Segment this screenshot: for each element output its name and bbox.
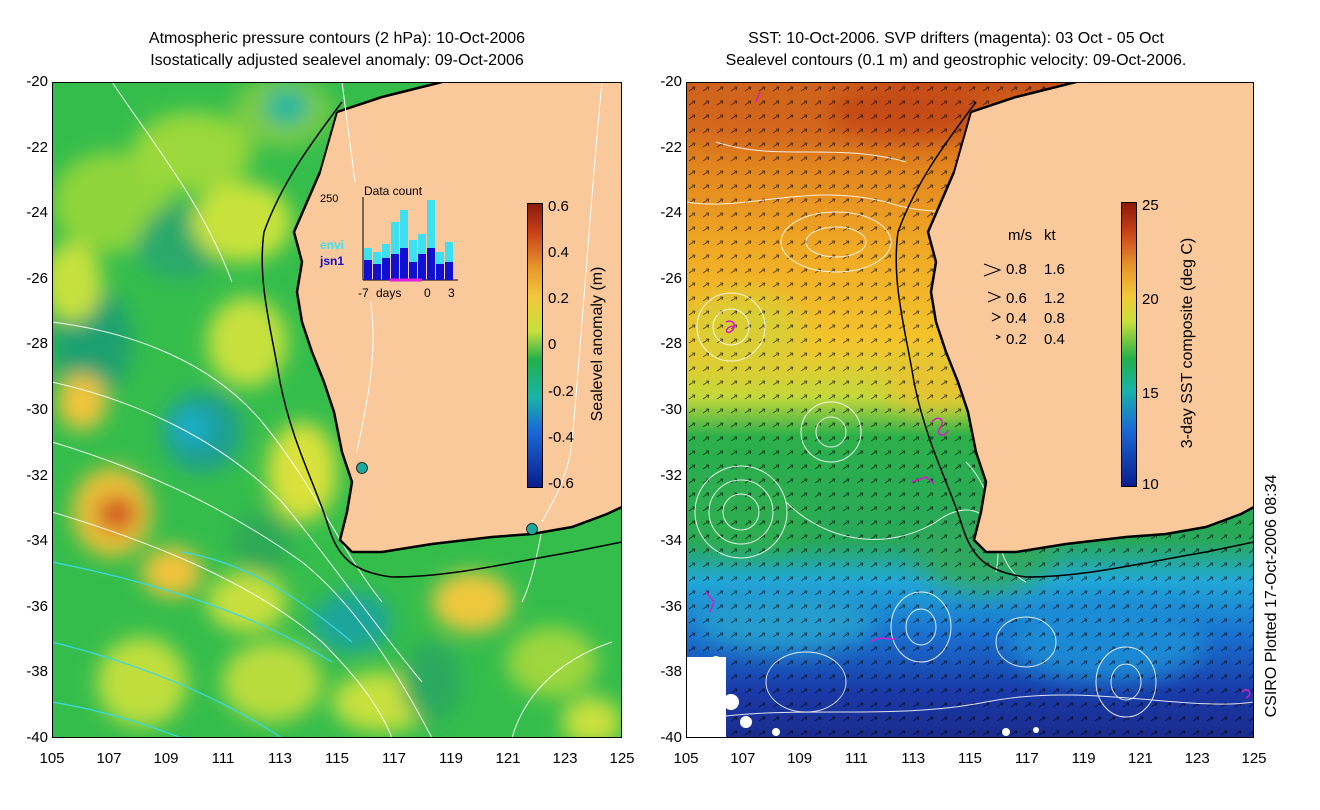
lon-tick-label: 125 [609,750,635,767]
lat-tick-label: -40 [660,729,682,746]
sealevel-colorbar [527,203,543,488]
left-title-line1: Atmospheric pressure contours (2 hPa): 1… [148,30,526,47]
lat-tick-label: -26 [26,269,48,287]
lat-tick-label: -26 [660,269,682,287]
inset-ymax: 250 [320,193,338,205]
plot-credit: CSIRO Plotted 17-Oct-2006 08:34 [1263,474,1280,718]
inset-xlabel-days: days [376,286,401,300]
lon-tick-label: 123 [552,750,578,767]
lat-tick-label: -38 [26,663,48,681]
inset-bars [364,200,453,280]
lon-tick-label: 105 [673,750,699,767]
lat-tick-label: -32 [26,466,48,484]
sst-tick: 15 [1142,385,1159,402]
lon-tick-label: 109 [787,750,813,767]
legend-ms-value: 0.4 [1006,310,1027,327]
lat-tick-label: -28 [26,335,48,353]
lat-tick-label: -20 [26,73,48,90]
lon-tick-label: 113 [268,750,292,767]
legend-jsn1: jsn1 [319,254,344,268]
lat-tick-label: -34 [660,532,682,550]
legend-ms-value: 0.6 [1006,290,1027,307]
lat-tick-label: -34 [26,532,48,550]
sealevel-colorbar-label: Sealevel anomaly (m) [589,266,606,422]
legend-envi: envi [320,238,344,252]
lat-tick-label: -24 [660,204,682,222]
velocity-legend: m/s kt 0.8 1.6 0.6 1.2 0.4 0.8 0.2 0.4 [983,227,1065,348]
sst-map [686,82,1254,738]
lat-tick-label: -22 [660,138,682,156]
sealevel-tick: -0.2 [548,383,574,400]
right-title-line2: Sealevel contours (0.1 m) and geostrophi… [725,52,1187,69]
lat-tick-label: -40 [26,729,48,746]
sealevel-tick: 0.6 [548,198,569,215]
lat-tick-label: -20 [660,73,682,90]
lat-tick-label: -30 [660,401,682,418]
lon-tick-label: 117 [382,750,406,767]
lon-tick-label: 119 [439,750,463,767]
lat-tick-label: -24 [26,204,48,222]
data-count-inset: Data count 250 envi jsn1 -7 days 0 3 [318,182,468,302]
sst-colorbar-label: 3-day SST composite (deg C) [1179,237,1196,449]
lat-tick-label: -38 [660,663,682,681]
right-title-line1: SST: 10-Oct-2006. SVP drifters (magenta)… [748,30,1164,47]
lon-tick-label: 121 [1127,750,1153,767]
inset-xlabel-start: -7 [358,286,369,300]
legend-kt-value: 1.6 [1044,261,1065,278]
lon-tick-label: 107 [96,750,122,767]
lat-tick-label: -36 [26,597,48,615]
sealevel-tick: 0.4 [548,244,569,261]
legend-header-ms: m/s [1008,227,1032,244]
sealevel-tick: -0.6 [548,475,574,492]
lon-tick-label: 121 [495,750,521,767]
legend-kt-value: 1.2 [1044,290,1065,307]
legend-ms-value: 0.8 [1006,261,1027,278]
lon-tick-label: 105 [39,750,65,767]
lat-tick-label: -30 [26,401,48,418]
lat-tick-label: -36 [660,597,682,615]
sst-colorbar [1121,202,1137,487]
lat-tick-label: -22 [26,138,48,156]
legend-kt-value: 0.4 [1044,331,1065,348]
lon-tick-label: 113 [901,750,926,767]
lon-tick-label: 115 [325,750,349,767]
legend-kt-value: 0.8 [1044,310,1065,327]
lon-tick-label: 111 [211,750,235,767]
sealevel-tick: 0.2 [548,290,569,307]
sst-tick: 10 [1142,476,1159,493]
inset-title: Data count [364,184,423,198]
lat-tick-label: -32 [660,466,682,484]
inset-xlabel-zero: 0 [424,286,431,300]
lon-tick-label: 111 [844,750,868,767]
lon-tick-label: 125 [1241,750,1267,767]
lon-tick-label: 109 [153,750,179,767]
lat-tick-label: -28 [660,335,682,353]
left-title-line2: Isostatically adjusted sealevel anomaly:… [150,52,524,69]
legend-ms-value: 0.2 [1006,331,1027,348]
legend-header-kt: kt [1044,227,1057,244]
sealevel-tick: -0.4 [548,429,574,446]
lon-tick-label: 107 [730,750,756,767]
lon-tick-label: 117 [1014,750,1039,767]
sst-tick: 20 [1142,291,1159,308]
inset-xlabel-end: 3 [448,286,455,300]
sst-tick: 25 [1142,197,1159,214]
lon-tick-label: 123 [1184,750,1210,767]
lon-tick-label: 119 [1071,750,1096,767]
lon-tick-label: 115 [958,750,982,767]
sealevel-tick: 0 [548,336,557,353]
